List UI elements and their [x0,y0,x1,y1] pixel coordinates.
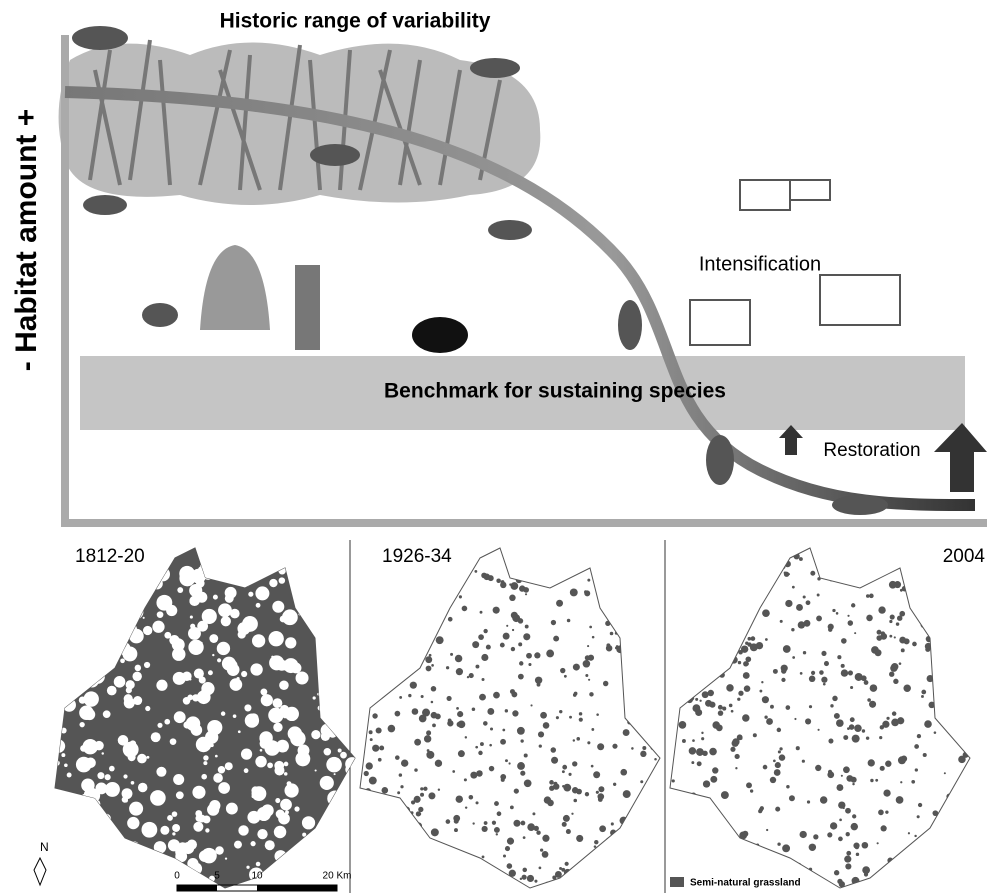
wetland-illustration [59,40,541,205]
map [668,545,972,891]
map-label: 2004 [943,546,986,567]
scale-tick: 5 [214,871,220,882]
legend-label: Semi-natural grassland [690,878,801,889]
legend-swatch [670,877,684,887]
map-label: 1926-34 [382,546,452,567]
title: Historic range of variability [220,10,491,33]
map [48,542,359,890]
map [357,545,662,890]
north-label: N [40,840,49,854]
large-arrow [934,423,987,492]
map-label: 1812-20 [75,546,145,567]
scale-tick: 0 [174,871,180,882]
scale-tick: 20 Km [323,871,352,882]
scale-tick: 10 [251,871,263,882]
y-axis-label: - Habitat amount + [10,109,43,372]
benchmark-label: Benchmark for sustaining species [384,380,726,403]
scale-bar [177,885,337,891]
restoration-label: Restoration [823,440,920,461]
north-arrow [34,858,46,885]
intensification-label: Intensification [699,253,821,275]
figure: Historic range of variability - Habitat … [0,0,987,893]
